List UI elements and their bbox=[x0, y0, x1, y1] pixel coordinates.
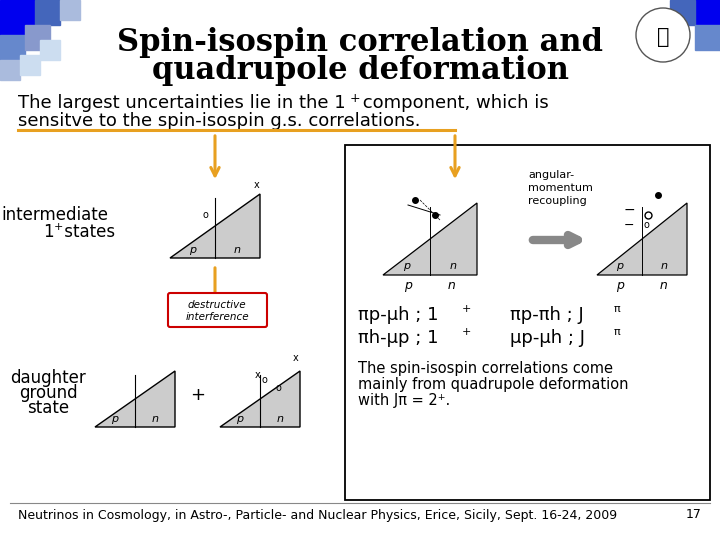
Text: πh-μp ; 1: πh-μp ; 1 bbox=[358, 329, 438, 347]
Text: +: + bbox=[462, 327, 472, 337]
Text: πp-μh ; 1: πp-μh ; 1 bbox=[358, 306, 438, 324]
Text: quadrupole deformation: quadrupole deformation bbox=[151, 55, 569, 85]
Text: +: + bbox=[462, 304, 472, 314]
Text: 17: 17 bbox=[686, 509, 702, 522]
Text: n: n bbox=[276, 414, 284, 424]
Text: state: state bbox=[27, 399, 69, 417]
Text: x: x bbox=[254, 180, 260, 190]
Text: daughter: daughter bbox=[10, 369, 86, 387]
Text: p         n: p n bbox=[404, 279, 456, 292]
Polygon shape bbox=[597, 203, 687, 275]
Text: −: − bbox=[624, 219, 634, 232]
Text: The spin-isospin correlations come: The spin-isospin correlations come bbox=[358, 361, 613, 375]
Text: destructive: destructive bbox=[188, 300, 246, 310]
Text: πp-πh ; J: πp-πh ; J bbox=[510, 306, 584, 324]
Text: +: + bbox=[191, 386, 205, 404]
Text: n: n bbox=[660, 261, 667, 271]
Text: o: o bbox=[275, 383, 281, 393]
Text: recoupling: recoupling bbox=[528, 196, 587, 206]
Text: p: p bbox=[403, 261, 410, 271]
Text: interference: interference bbox=[185, 312, 249, 322]
Circle shape bbox=[636, 8, 690, 62]
Text: ground: ground bbox=[19, 384, 77, 402]
Text: p: p bbox=[189, 245, 197, 255]
Text: o: o bbox=[202, 210, 208, 220]
Text: x: x bbox=[293, 353, 299, 363]
Bar bbox=[695, 0, 720, 25]
Bar bbox=[0, 0, 35, 35]
Bar bbox=[0, 60, 20, 80]
Text: μp-μh ; J: μp-μh ; J bbox=[510, 329, 585, 347]
Text: n: n bbox=[233, 245, 240, 255]
Polygon shape bbox=[170, 194, 260, 258]
Text: mainly from quadrupole deformation: mainly from quadrupole deformation bbox=[358, 376, 629, 392]
Text: +: + bbox=[350, 91, 361, 105]
Text: 🏋: 🏋 bbox=[657, 27, 670, 47]
Text: The largest uncertainties lie in the 1: The largest uncertainties lie in the 1 bbox=[18, 94, 346, 112]
Polygon shape bbox=[95, 371, 175, 427]
Text: angular-: angular- bbox=[528, 170, 574, 180]
Text: −: − bbox=[624, 203, 635, 217]
Text: o: o bbox=[643, 220, 649, 230]
Text: x: x bbox=[255, 370, 261, 380]
Text: π: π bbox=[614, 304, 621, 314]
Text: component, which is: component, which is bbox=[357, 94, 549, 112]
Bar bbox=[670, 0, 695, 25]
Polygon shape bbox=[383, 203, 477, 275]
Text: π: π bbox=[614, 327, 621, 337]
Text: +: + bbox=[54, 222, 63, 232]
Text: p         n: p n bbox=[616, 279, 668, 292]
Text: Neutrinos in Cosmology, in Astro-, Particle- and Nuclear Physics, Erice, Sicily,: Neutrinos in Cosmology, in Astro-, Parti… bbox=[18, 509, 617, 522]
Bar bbox=[40, 40, 60, 60]
Text: states: states bbox=[59, 223, 115, 241]
FancyBboxPatch shape bbox=[168, 293, 267, 327]
Text: n: n bbox=[449, 261, 456, 271]
Text: o: o bbox=[261, 375, 267, 385]
Text: p: p bbox=[112, 414, 119, 424]
Bar bbox=[695, 25, 720, 50]
Text: p: p bbox=[236, 414, 243, 424]
Text: sensitve to the spin-isospin g.s. correlations.: sensitve to the spin-isospin g.s. correl… bbox=[18, 112, 420, 130]
Bar bbox=[20, 55, 40, 75]
Bar bbox=[0, 35, 25, 60]
Text: intermediate: intermediate bbox=[1, 206, 109, 224]
Polygon shape bbox=[220, 371, 300, 427]
Text: 1: 1 bbox=[43, 223, 53, 241]
Bar bbox=[35, 0, 60, 25]
Text: n: n bbox=[151, 414, 158, 424]
Text: momentum: momentum bbox=[528, 183, 593, 193]
Text: p: p bbox=[616, 261, 624, 271]
Bar bbox=[25, 25, 50, 50]
Bar bbox=[345, 145, 710, 500]
Text: with Jπ = 2⁺.: with Jπ = 2⁺. bbox=[358, 393, 450, 408]
Text: Spin-isospin correlation and: Spin-isospin correlation and bbox=[117, 26, 603, 57]
Bar bbox=[60, 0, 80, 20]
